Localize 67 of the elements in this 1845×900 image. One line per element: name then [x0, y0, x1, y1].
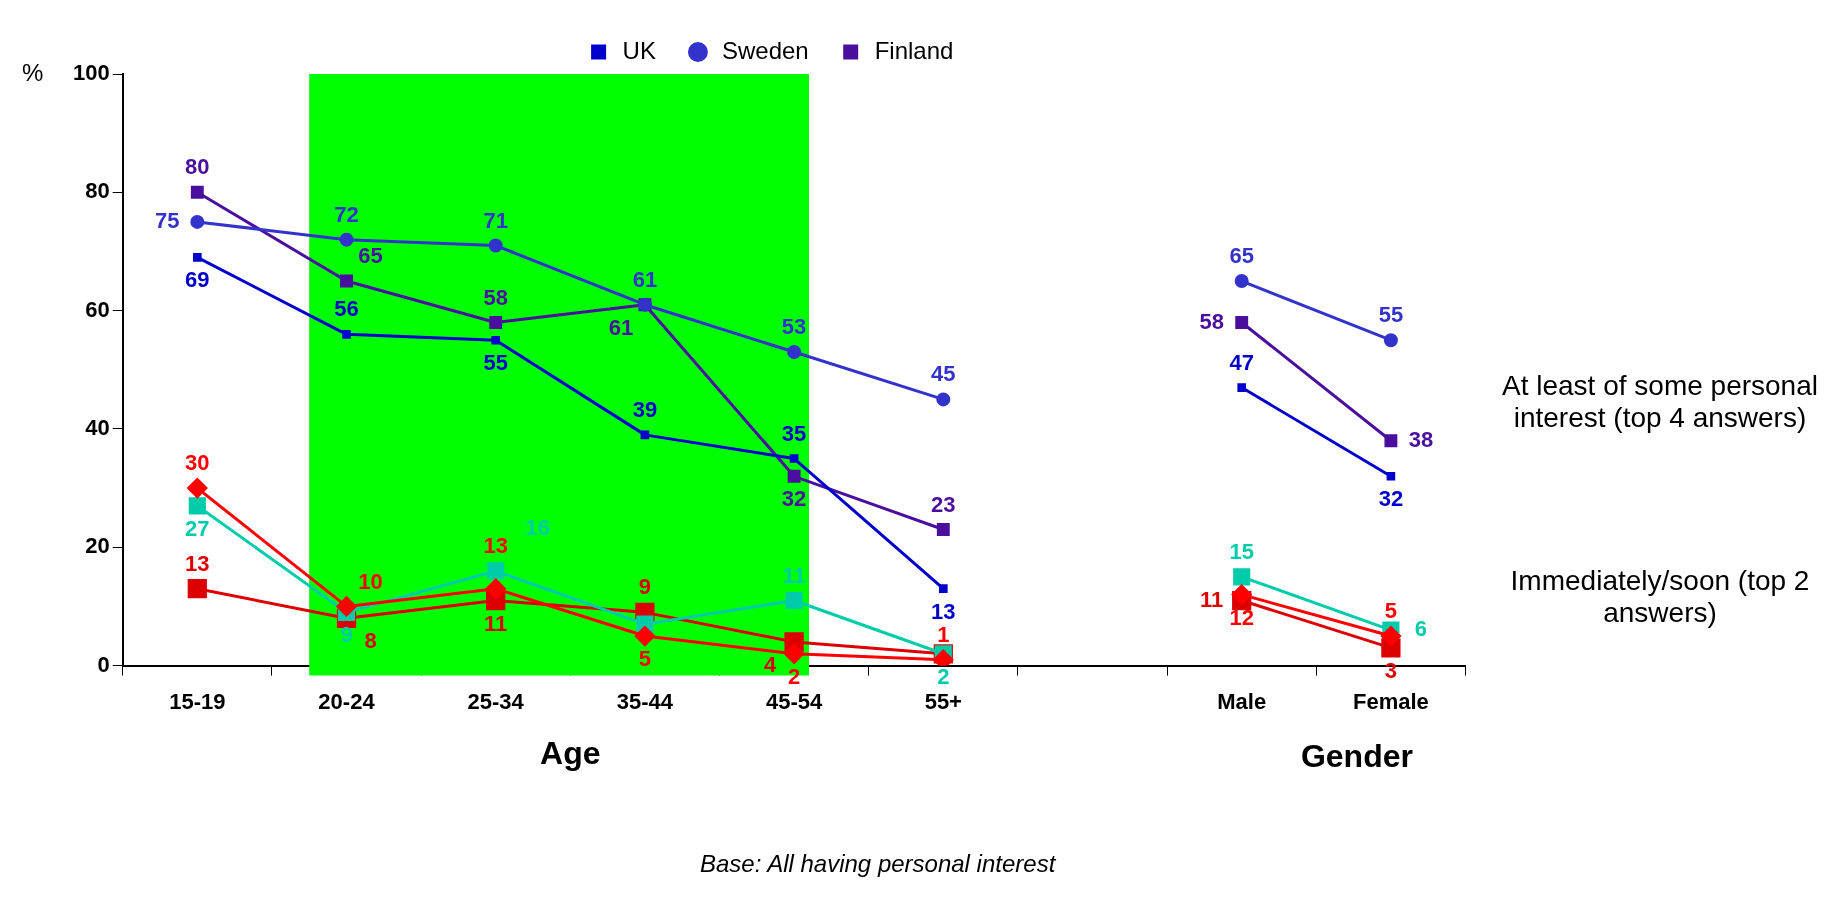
text: Gender	[1300, 737, 1413, 775]
data-label: 39	[632, 396, 658, 422]
data-label: 12	[1229, 604, 1254, 630]
data-label: 55	[483, 350, 508, 376]
legend-label: Finland	[874, 36, 954, 64]
data-label: 65	[1229, 243, 1254, 269]
data-label: 69	[185, 267, 210, 293]
y-tick-label: 40	[85, 415, 110, 441]
data-label: 53	[781, 314, 807, 340]
data-label: 65	[358, 243, 383, 269]
data-label: 6	[1414, 616, 1428, 642]
data-label: 15	[1229, 538, 1254, 564]
data-label: 5	[1384, 598, 1398, 624]
data-label: 13	[931, 598, 956, 624]
data-label: 80	[185, 154, 210, 180]
x-tick-label: Female	[1352, 688, 1429, 714]
data-label: 56	[334, 296, 359, 322]
data-label: 47	[1229, 349, 1254, 375]
data-label: 9	[638, 574, 652, 600]
y-axis-title: %	[22, 58, 44, 86]
data-label: 71	[483, 207, 508, 233]
y-tick-label: 60	[85, 296, 110, 322]
data-label: 75	[155, 207, 180, 233]
data-label: 11	[484, 610, 508, 636]
text: Immediately/soon (top 2 answers)	[1509, 565, 1811, 630]
data-label: 45	[931, 361, 956, 387]
data-label: 9	[340, 622, 353, 648]
data-label: 13	[483, 532, 508, 558]
y-tick-label: 100	[72, 60, 110, 86]
data-label: 11	[1200, 586, 1224, 612]
data-label: 30	[185, 450, 210, 476]
data-label: 35	[781, 420, 807, 446]
data-label: 10	[358, 568, 383, 594]
data-label: 55	[1378, 302, 1404, 328]
legend-label: UK	[622, 36, 656, 64]
data-label: 72	[334, 201, 359, 227]
data-label: 13	[185, 550, 210, 576]
y-tick-label: 80	[85, 178, 110, 204]
data-label: 61	[632, 266, 658, 292]
data-label: 32	[781, 486, 807, 512]
x-tick-label: 35-44	[616, 688, 674, 714]
data-label: 16	[525, 515, 550, 541]
data-label: 58	[483, 284, 508, 310]
text: Base: All having personal interest	[700, 850, 1056, 878]
data-label: 32	[1378, 486, 1404, 512]
data-label: 5	[638, 646, 652, 672]
x-tick-label: 15-19	[169, 688, 226, 714]
x-tick-label: 45-54	[765, 688, 823, 714]
x-tick-label: 25-34	[467, 688, 525, 714]
data-label: 1	[937, 621, 950, 647]
data-label: 4	[763, 652, 777, 677]
x-tick-label: 55+	[924, 688, 962, 714]
x-tick-label: Male	[1217, 688, 1267, 714]
data-label: 61	[608, 314, 634, 340]
data-label: 38	[1408, 426, 1434, 452]
y-tick-label: 20	[85, 533, 110, 559]
y-tick-label: 0	[97, 651, 110, 677]
data-label: 11	[782, 562, 806, 588]
data-label: 8	[364, 628, 377, 654]
data-label: 58	[1199, 308, 1224, 334]
data-label: 2	[937, 663, 950, 689]
data-label: 27	[185, 515, 210, 541]
data-label: 23	[931, 491, 956, 517]
legend-label: Sweden	[721, 36, 809, 64]
text: At least of some personal interest (top 4 answers)	[1501, 369, 1819, 434]
x-tick-label: 20-24	[318, 688, 376, 714]
x-axis-title: Age	[540, 735, 601, 772]
